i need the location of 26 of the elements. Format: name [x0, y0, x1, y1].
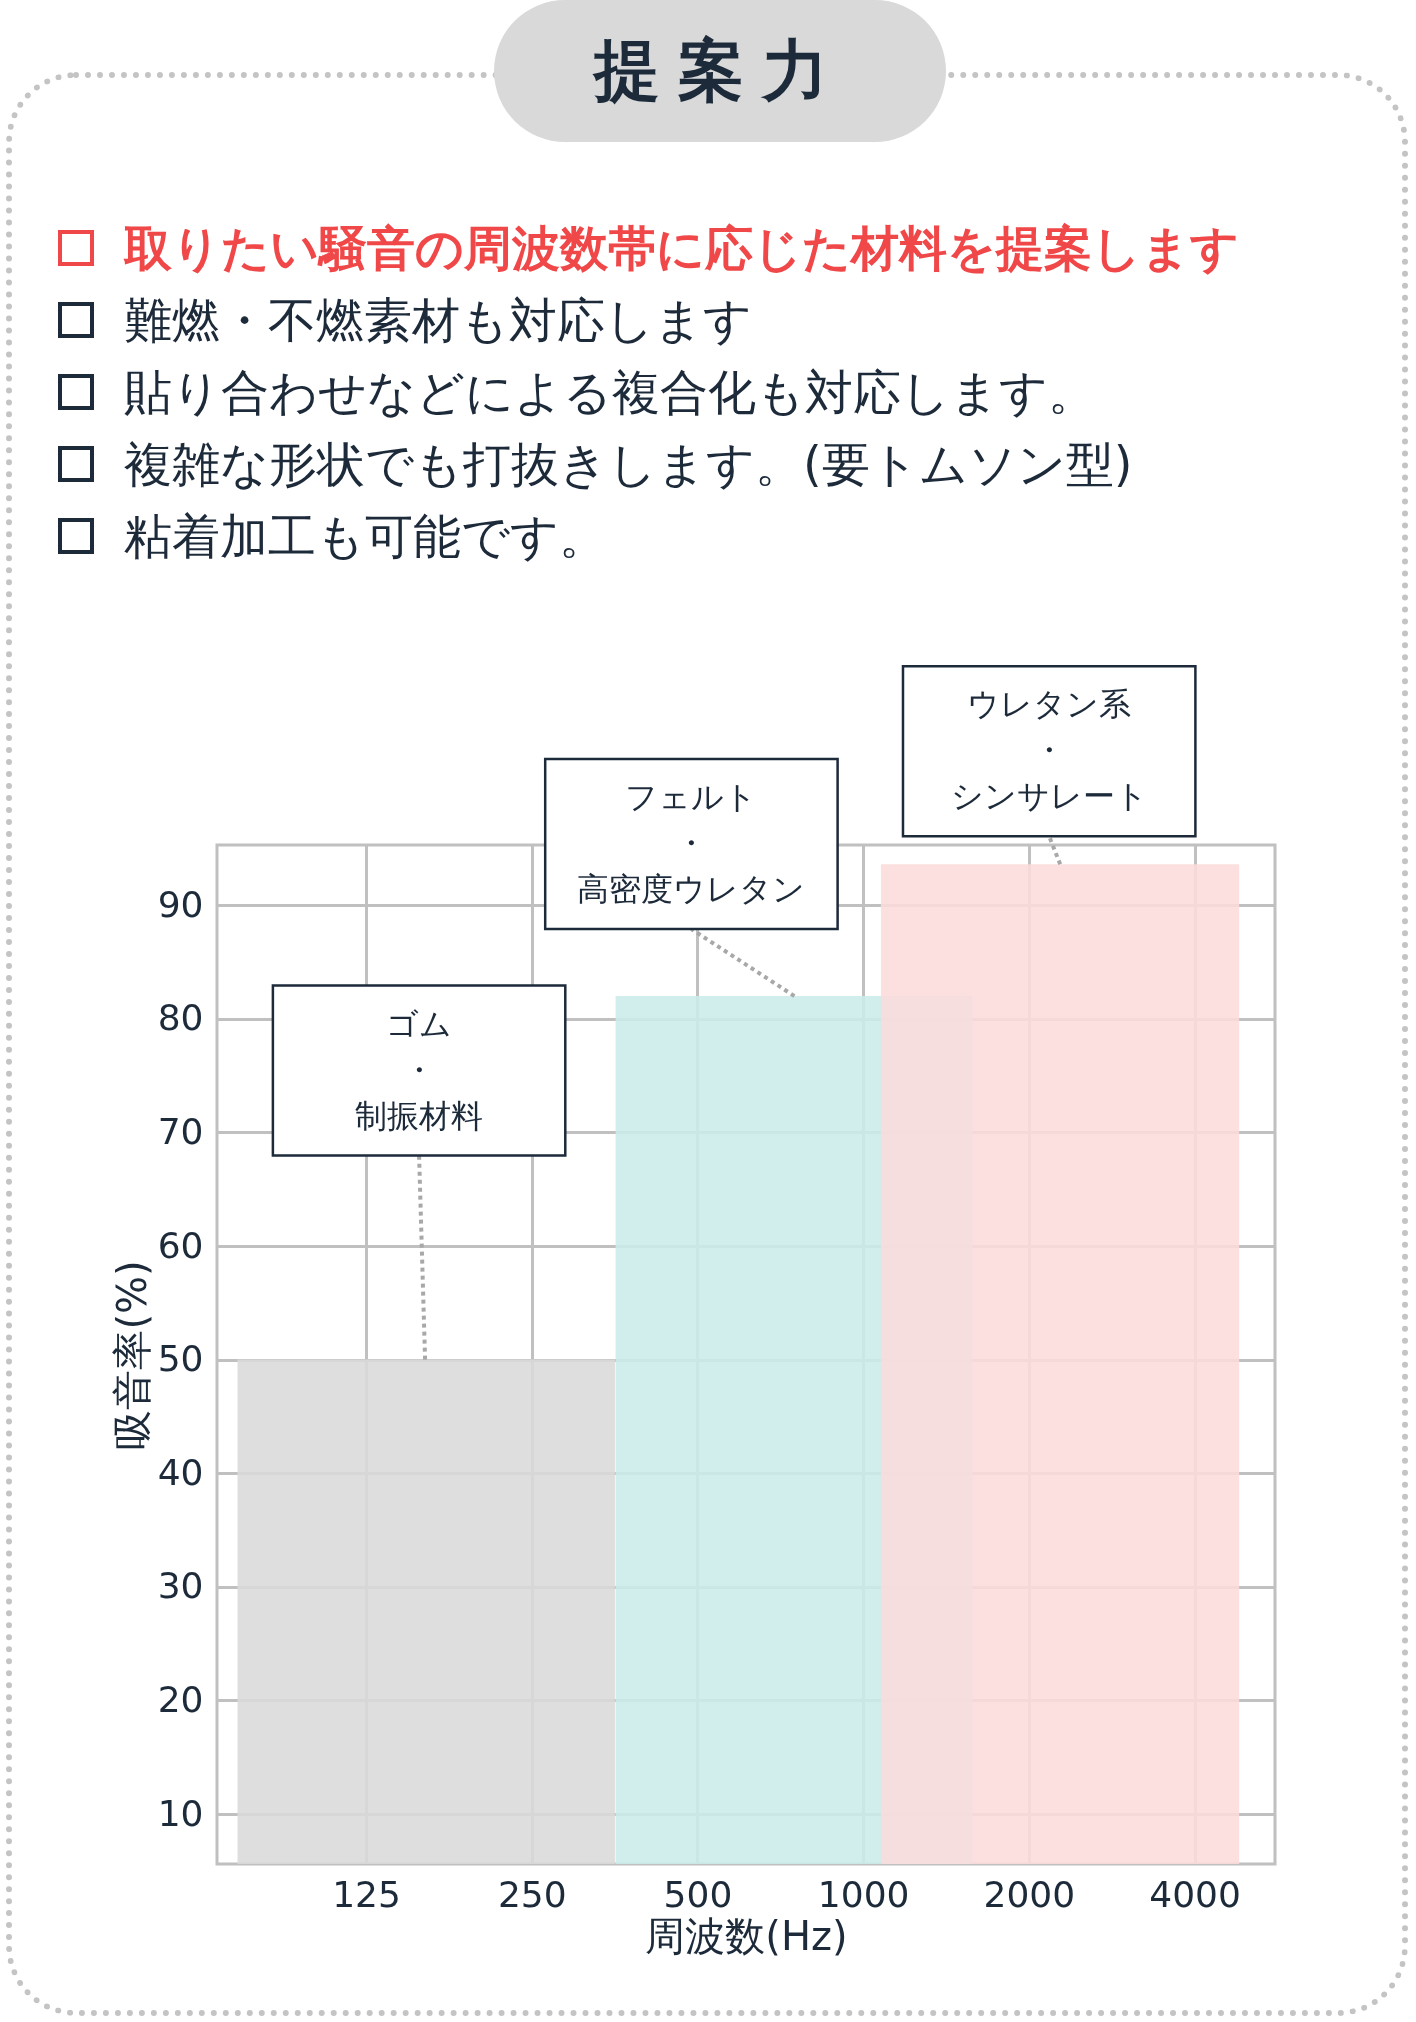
annotation: フェルト・高密度ウレタン [577, 778, 806, 909]
y-tick-label: 50 [157, 1338, 204, 1380]
text: 貼り合わせなどによる複合化も対応します。 [124, 363, 1096, 422]
x-tick-label: 250 [497, 1873, 567, 1915]
y-tick-label: 10 [157, 1792, 204, 1834]
x-axis-title: 周波数(Hz) [645, 1912, 848, 1959]
y-tick-label: 70 [157, 1110, 204, 1152]
text: 難燃・不燃素材も対応します [124, 291, 752, 350]
y-tick-label: 40 [157, 1451, 204, 1493]
y-tick-label: 30 [157, 1565, 204, 1607]
x-tick-label: 500 [663, 1873, 733, 1915]
x-tick-label: 4000 [1149, 1873, 1241, 1915]
y-tick-label: 60 [157, 1224, 204, 1266]
text: 複雑な形状でも打抜きします。(要トムソン型) [124, 435, 1133, 494]
y-tick-label: 20 [157, 1678, 204, 1720]
y-tick-label: 90 [157, 883, 204, 925]
annotation: ウレタン系・シンサレート [950, 685, 1148, 816]
x-tick-label: 1000 [817, 1873, 910, 1915]
text: 粘着加工も可能です。 [124, 507, 607, 566]
annotation: ゴム・制振材料 [355, 1004, 484, 1135]
text: 取りたい騒音の周波数帯に応じた材料を提案します [124, 219, 1239, 278]
x-tick-label: 2000 [983, 1873, 1076, 1915]
x-tick-label: 125 [332, 1873, 401, 1915]
y-axis-title: 吸音率(%) [108, 1260, 155, 1450]
chart-title: 提案力 [494, 0, 946, 142]
y-tick-label: 80 [157, 997, 204, 1039]
